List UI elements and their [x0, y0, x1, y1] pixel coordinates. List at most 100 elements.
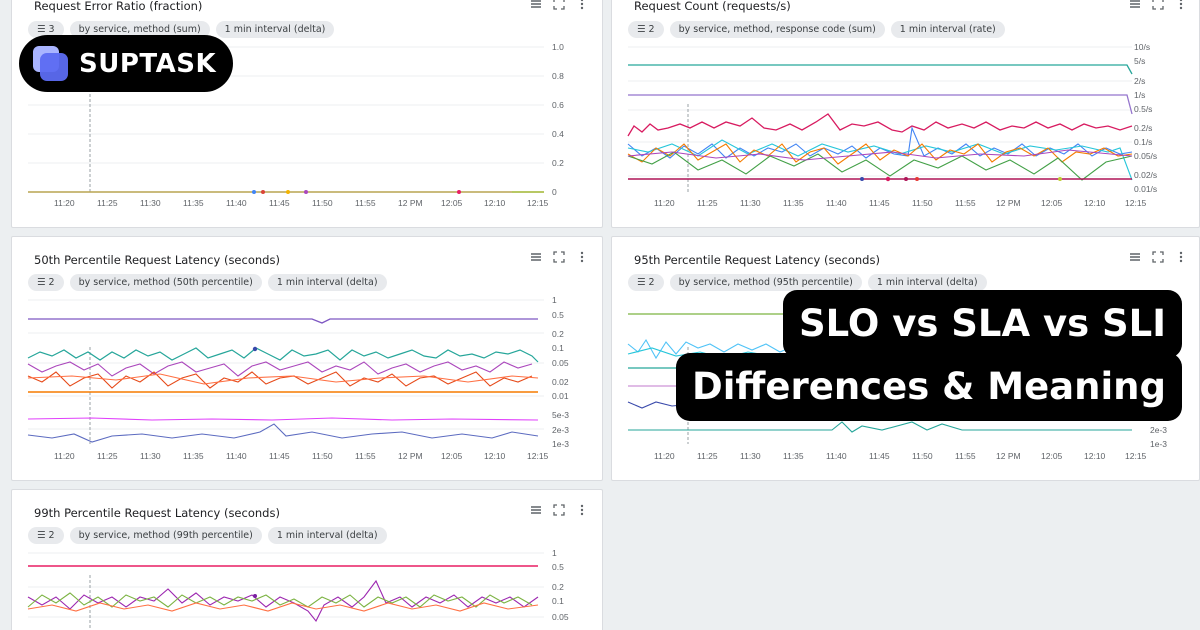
- x-tick-label: 11:35: [783, 198, 804, 208]
- panel-tools: [530, 504, 588, 516]
- interval-chip[interactable]: 1 min interval (delta): [215, 21, 335, 38]
- y-tick-label: 0.2/s: [1134, 123, 1152, 133]
- series-line: [28, 318, 538, 324]
- x-tick-label: 11:20: [654, 198, 675, 208]
- x-tick-label: 11:40: [226, 451, 247, 461]
- series-line: [27, 592, 533, 608]
- x-tick-label: 11:40: [826, 198, 847, 208]
- fullscreen-icon[interactable]: [1152, 0, 1164, 10]
- y-tick-label: 2/s: [1134, 76, 1145, 86]
- x-tick-label: 12:10: [484, 451, 506, 461]
- x-tick-label: 12 PM: [398, 198, 423, 208]
- data-point: [253, 594, 257, 598]
- y-tick-label: 0.05: [552, 612, 569, 622]
- data-point: [885, 176, 891, 182]
- more-options-icon[interactable]: [576, 0, 588, 10]
- series-line: [27, 602, 539, 612]
- x-tick-label: 11:20: [54, 451, 75, 461]
- y-tick-label: 0.5: [552, 310, 564, 320]
- interval-chip[interactable]: 1 min interval (delta): [267, 274, 387, 291]
- x-tick-label: 12:05: [441, 451, 463, 461]
- data-point: [904, 177, 908, 181]
- more-options-icon[interactable]: [1175, 251, 1187, 263]
- fullscreen-icon[interactable]: [553, 0, 565, 10]
- y-tick-label: 1: [552, 548, 557, 558]
- filter-chip[interactable]: ☰ 2: [28, 527, 64, 544]
- fullscreen-icon[interactable]: [1152, 251, 1164, 263]
- interval-chip[interactable]: 1 min interval (delta): [867, 274, 987, 291]
- group-by-chip[interactable]: by service, method (sum): [69, 21, 210, 38]
- series-line: [27, 423, 539, 443]
- filter-chip[interactable]: ☰ 2: [28, 274, 64, 291]
- panel-title: 50th Percentile Request Latency (seconds…: [34, 253, 280, 267]
- brand-name: SUPTASK: [79, 48, 217, 79]
- more-options-icon[interactable]: [1175, 0, 1187, 10]
- series-line: [627, 149, 1133, 161]
- legend-icon[interactable]: [530, 251, 542, 263]
- y-tick-label: 0.2: [552, 158, 564, 168]
- legend-icon[interactable]: [1129, 0, 1141, 10]
- x-tick-label: 12:10: [484, 198, 506, 208]
- data-point: [252, 346, 258, 352]
- filter-chip[interactable]: ☰ 2: [628, 274, 664, 291]
- x-tick-label: 11:25: [697, 451, 718, 461]
- series-line: [628, 421, 1132, 433]
- x-tick-label: 11:30: [140, 198, 161, 208]
- x-tick-label: 11:30: [140, 451, 161, 461]
- x-tick-label: 11:50: [312, 198, 333, 208]
- interval-chip[interactable]: 1 min interval (rate): [890, 21, 1005, 38]
- legend-icon[interactable]: [530, 0, 542, 10]
- x-tick-label: 11:25: [697, 198, 718, 208]
- data-point: [457, 190, 461, 194]
- x-axis: 11:20 11:25 11:30 11:35 11:40 11:45 11:5…: [54, 198, 549, 208]
- x-tick-label: 12:15: [527, 451, 549, 461]
- group-by-chip[interactable]: by service, method (99th percentile): [69, 527, 262, 544]
- y-tick-label: 0.1/s: [1134, 137, 1152, 147]
- x-tick-label: 11:45: [869, 198, 890, 208]
- filter-chip[interactable]: ☰ 2: [628, 21, 664, 38]
- legend-icon[interactable]: [530, 504, 542, 516]
- x-tick-label: 12:05: [441, 198, 463, 208]
- x-tick-label: 11:45: [269, 451, 290, 461]
- chip-row: ☰ 2 by service, method (50th percentile) …: [28, 274, 387, 291]
- x-axis: 11:20 11:25 11:30 11:35 11:40 11:45 11:5…: [54, 451, 549, 461]
- series-line: [627, 151, 1133, 181]
- x-tick-label: 12 PM: [996, 451, 1021, 461]
- x-tick-label: 11:25: [97, 451, 118, 461]
- x-tick-label: 11:25: [97, 198, 118, 208]
- data-point: [286, 190, 290, 194]
- filter-chip[interactable]: ☰ 3: [28, 21, 64, 38]
- x-tick-label: 11:50: [312, 451, 333, 461]
- chip-row: ☰ 2 by service, method (99th percentile) …: [28, 527, 387, 544]
- group-by-chip[interactable]: by service, method (50th percentile): [69, 274, 262, 291]
- x-tick-label: 12:10: [1084, 198, 1106, 208]
- legend-icon[interactable]: [1129, 251, 1141, 263]
- x-tick-label: 12:15: [527, 198, 549, 208]
- y-tick-label: 0.02: [552, 377, 569, 387]
- y-tick-label: 0.05/s: [1134, 151, 1157, 161]
- series-line: [627, 113, 1133, 137]
- x-tick-label: 11:55: [955, 451, 976, 461]
- series-line: [627, 139, 1133, 181]
- fullscreen-icon[interactable]: [553, 251, 565, 263]
- fullscreen-icon[interactable]: [553, 504, 565, 516]
- y-tick-label: 0.1: [552, 343, 564, 353]
- more-options-icon[interactable]: [576, 504, 588, 516]
- y-tick-label: 1e-3: [552, 439, 569, 449]
- group-by-chip[interactable]: by service, method (95th percentile): [669, 274, 862, 291]
- y-tick-label: 0.02/s: [1134, 170, 1157, 180]
- y-tick-label: 0.2: [552, 329, 564, 339]
- group-by-chip[interactable]: by service, method, response code (sum): [669, 21, 885, 38]
- x-tick-label: 12:10: [1084, 451, 1106, 461]
- interval-chip[interactable]: 1 min interval (delta): [267, 527, 387, 544]
- x-tick-label: 11:55: [355, 451, 376, 461]
- panel-title: 95th Percentile Request Latency (seconds…: [634, 253, 880, 267]
- panel-p99-latency: 99th Percentile Request Latency (seconds…: [11, 489, 603, 630]
- x-tick-label: 11:35: [183, 198, 204, 208]
- data-point: [860, 177, 864, 181]
- x-axis: 11:20 11:25 11:30 11:35 11:40 11:45 11:5…: [654, 451, 1147, 461]
- more-options-icon[interactable]: [576, 251, 588, 263]
- y-tick-label: 1e-3: [1150, 439, 1167, 449]
- y-tick-label: 0.5: [552, 562, 564, 572]
- y-tick-label: 0.8: [552, 71, 564, 81]
